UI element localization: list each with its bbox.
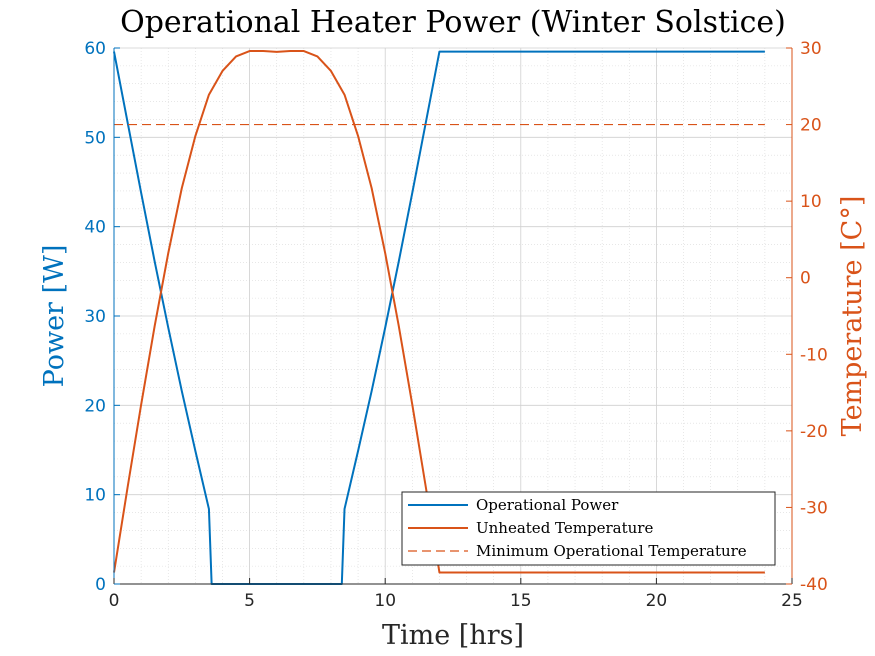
- chart-title: Operational Heater Power (Winter Solstic…: [120, 5, 786, 40]
- y-right-tick-label: -10: [800, 345, 828, 365]
- x-tick-label: 20: [646, 591, 668, 611]
- y-left-tick-label: 0: [95, 575, 106, 595]
- y-right-tick-label: -20: [800, 422, 828, 442]
- y-axis-left-label: Power [W]: [39, 245, 70, 388]
- series-line-1: [113, 50, 765, 574]
- y-right-tick-label: 10: [800, 192, 822, 212]
- y-left-tick-label: 40: [84, 218, 106, 238]
- y-axis-right-label: Temperature [C°]: [837, 196, 868, 437]
- x-tick-label: 0: [109, 591, 120, 611]
- x-axis-label: Time [hrs]: [382, 620, 524, 651]
- y-right-tick-label: 0: [800, 269, 811, 289]
- axes-layer: [113, 47, 793, 585]
- y-right-tick-label: -40: [800, 575, 828, 595]
- legend: Operational Power Unheated Temperature Min…: [401, 491, 776, 566]
- x-tick-label: 5: [244, 591, 255, 611]
- y-left-tick-label: 60: [84, 39, 106, 59]
- y-right-tick-label: 20: [800, 116, 822, 136]
- x-tick-label: 25: [781, 591, 803, 611]
- y-left-tick-label: 20: [84, 396, 106, 416]
- y-left-tick-label: 50: [84, 128, 106, 148]
- legend-label-2: Minimum Operational Temperature: [476, 542, 747, 560]
- x-tick-label: 10: [374, 591, 396, 611]
- x-tick-label: 15: [510, 591, 532, 611]
- legend-label-1: Unheated Temperature: [476, 519, 653, 537]
- tick-labels: 0 5 10 15 20 25 0 10 20 30 40 50 60 -40 -30 -20 -10 0 10 20…: [84, 39, 827, 611]
- legend-label-0: Operational Power: [476, 496, 619, 514]
- y-left-tick-label: 30: [84, 307, 106, 327]
- y-right-tick-label: -30: [800, 498, 828, 518]
- y-left-tick-label: 10: [84, 486, 106, 506]
- y-right-tick-label: 30: [800, 39, 822, 59]
